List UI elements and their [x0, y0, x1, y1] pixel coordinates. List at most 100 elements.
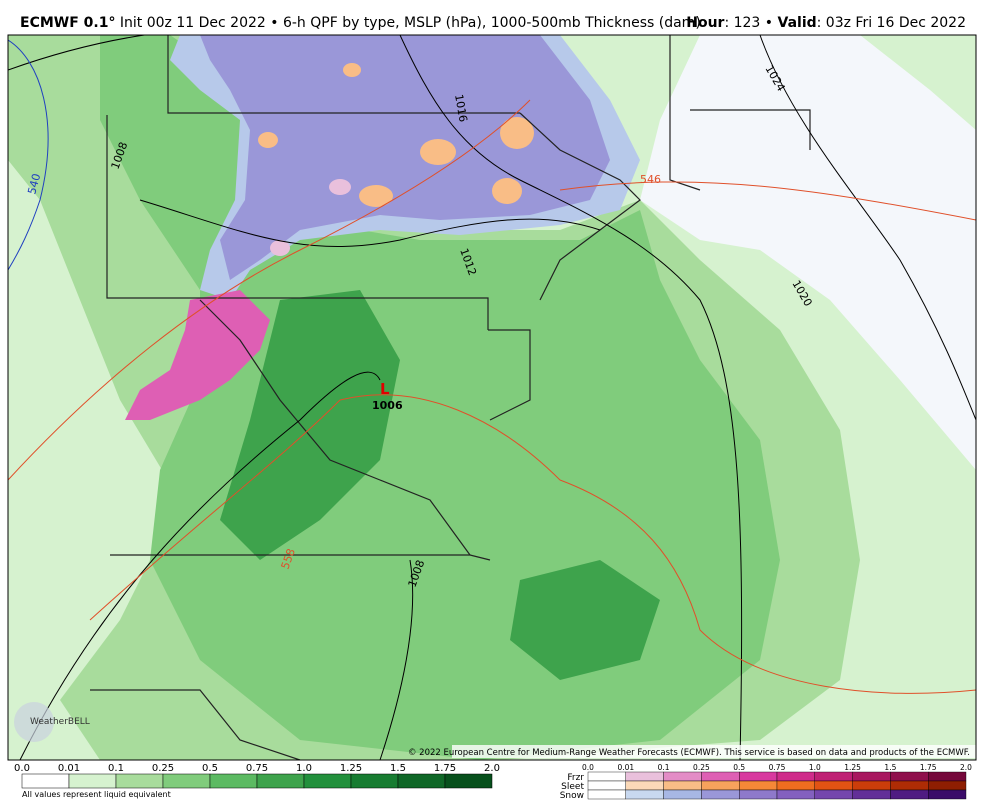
sleet-spot [500, 117, 534, 149]
frzr-spot [329, 179, 351, 195]
header-left: ECMWF 0.1° Init 00z 11 Dec 2022 • 6-h QP… [20, 15, 701, 31]
type-swatch [663, 780, 702, 791]
credit-bg [452, 745, 976, 758]
type-swatch [814, 771, 853, 782]
type-swatch [776, 780, 815, 791]
rain-swatch [68, 773, 117, 789]
type-swatch [663, 771, 702, 782]
type-label: 0.25 [693, 763, 710, 772]
valid-value: : 03z Fri 16 Dec 2022 [817, 15, 966, 31]
map: 1016 1024 1008 540 1012 1020 546 1006 55… [7, 34, 977, 761]
type-label: 1.0 [809, 763, 821, 772]
type-swatch [814, 789, 853, 800]
legend-note: All values represent liquid equivalent [22, 790, 171, 799]
type-swatch [663, 789, 702, 800]
type-swatch [739, 780, 778, 791]
type-swatch [928, 780, 967, 791]
frzr-spot [270, 240, 290, 256]
type-swatch [852, 780, 891, 791]
isobars [8, 35, 976, 760]
rain-swatch [350, 773, 399, 789]
type-swatch [701, 771, 740, 782]
thickness-label: 546 [640, 173, 661, 186]
rain-label: 1.0 [296, 763, 312, 774]
rain-swatch [444, 773, 493, 789]
rain-swatch [115, 773, 164, 789]
rain-label: 0.5 [202, 763, 218, 774]
type-swatch [852, 771, 891, 782]
type-swatch [890, 780, 929, 791]
rain-label: 1.5 [390, 763, 406, 774]
rain-label: 0.75 [246, 763, 268, 774]
rain-label: 1.25 [340, 763, 362, 774]
type-label: 0.1 [658, 763, 670, 772]
type-swatch [587, 789, 626, 800]
rain-swatch [209, 773, 258, 789]
model: ECMWF 0.1° [20, 15, 115, 31]
type-label: 0.5 [733, 763, 745, 772]
rain-core [510, 560, 660, 680]
isobar-label: 1016 [452, 93, 470, 123]
rain-swatch [162, 773, 211, 789]
type-swatch [739, 789, 778, 800]
map-frame [7, 34, 977, 761]
valid-label: Valid [778, 15, 817, 31]
type-swatch [776, 771, 815, 782]
rain-swatch [21, 773, 70, 789]
state-borders [90, 35, 811, 760]
sleet-spot [258, 132, 278, 148]
type-swatch [814, 780, 853, 791]
type-swatch [701, 780, 740, 791]
logo: WeatherBELL [30, 717, 90, 727]
type-swatch [587, 780, 626, 791]
low-marker: L [380, 380, 390, 398]
rain-light [860, 35, 976, 130]
type-label: 1.5 [884, 763, 896, 772]
rain-label: 2.0 [484, 763, 500, 774]
type-label: 0.0 [582, 763, 594, 772]
rain-label: 1.75 [434, 763, 456, 774]
type-swatch [625, 789, 664, 800]
sleet-spot [492, 178, 522, 204]
credit: © 2022 European Centre for Medium-Range … [408, 748, 970, 758]
header-right: Hour: 123 • Valid: 03z Fri 16 Dec 2022 [686, 15, 966, 31]
rain-label: 0.01 [58, 763, 80, 774]
type-swatch [890, 771, 929, 782]
type-name: Sleet [561, 782, 584, 792]
type-swatch [701, 789, 740, 800]
rain-swatch [303, 773, 352, 789]
thickness-label: 540 [25, 172, 43, 196]
type-label: 0.75 [769, 763, 786, 772]
rain-swatch [256, 773, 305, 789]
hour-label: Hour [686, 15, 724, 31]
legend: 0.0 0.01 0.1 0.25 0.5 0.75 1.0 1.25 1.5 1.75 2.0 Al… [14, 763, 972, 801]
type-name: Snow [560, 791, 584, 801]
sleet-spot [359, 185, 393, 207]
type-swatch [928, 771, 967, 782]
type-label: 1.25 [844, 763, 861, 772]
type-name: Frzr [567, 773, 584, 783]
snow-moderate [200, 35, 610, 280]
rain-swatch [397, 773, 446, 789]
type-swatch [625, 780, 664, 791]
rain-label: 0.25 [152, 763, 174, 774]
type-swatch [739, 771, 778, 782]
type-label: 0.01 [617, 763, 634, 772]
rain-core [220, 290, 400, 560]
rain-label: 0.1 [108, 763, 124, 774]
thickness-lines [8, 39, 976, 694]
type-swatch [776, 789, 815, 800]
type-swatch [852, 789, 891, 800]
sleet-mix [125, 290, 270, 420]
type-swatch [890, 789, 929, 800]
description: Init 00z 11 Dec 2022 • 6-h QPF by type, … [120, 15, 701, 31]
type-label: 2.0 [960, 763, 972, 772]
sleet-spot [343, 63, 361, 77]
type-swatch [625, 771, 664, 782]
type-swatch [587, 771, 626, 782]
low-pressure-value: 1006 [372, 399, 403, 412]
sleet-spot [420, 139, 456, 165]
type-label: 1.75 [920, 763, 937, 772]
type-swatch [928, 789, 967, 800]
